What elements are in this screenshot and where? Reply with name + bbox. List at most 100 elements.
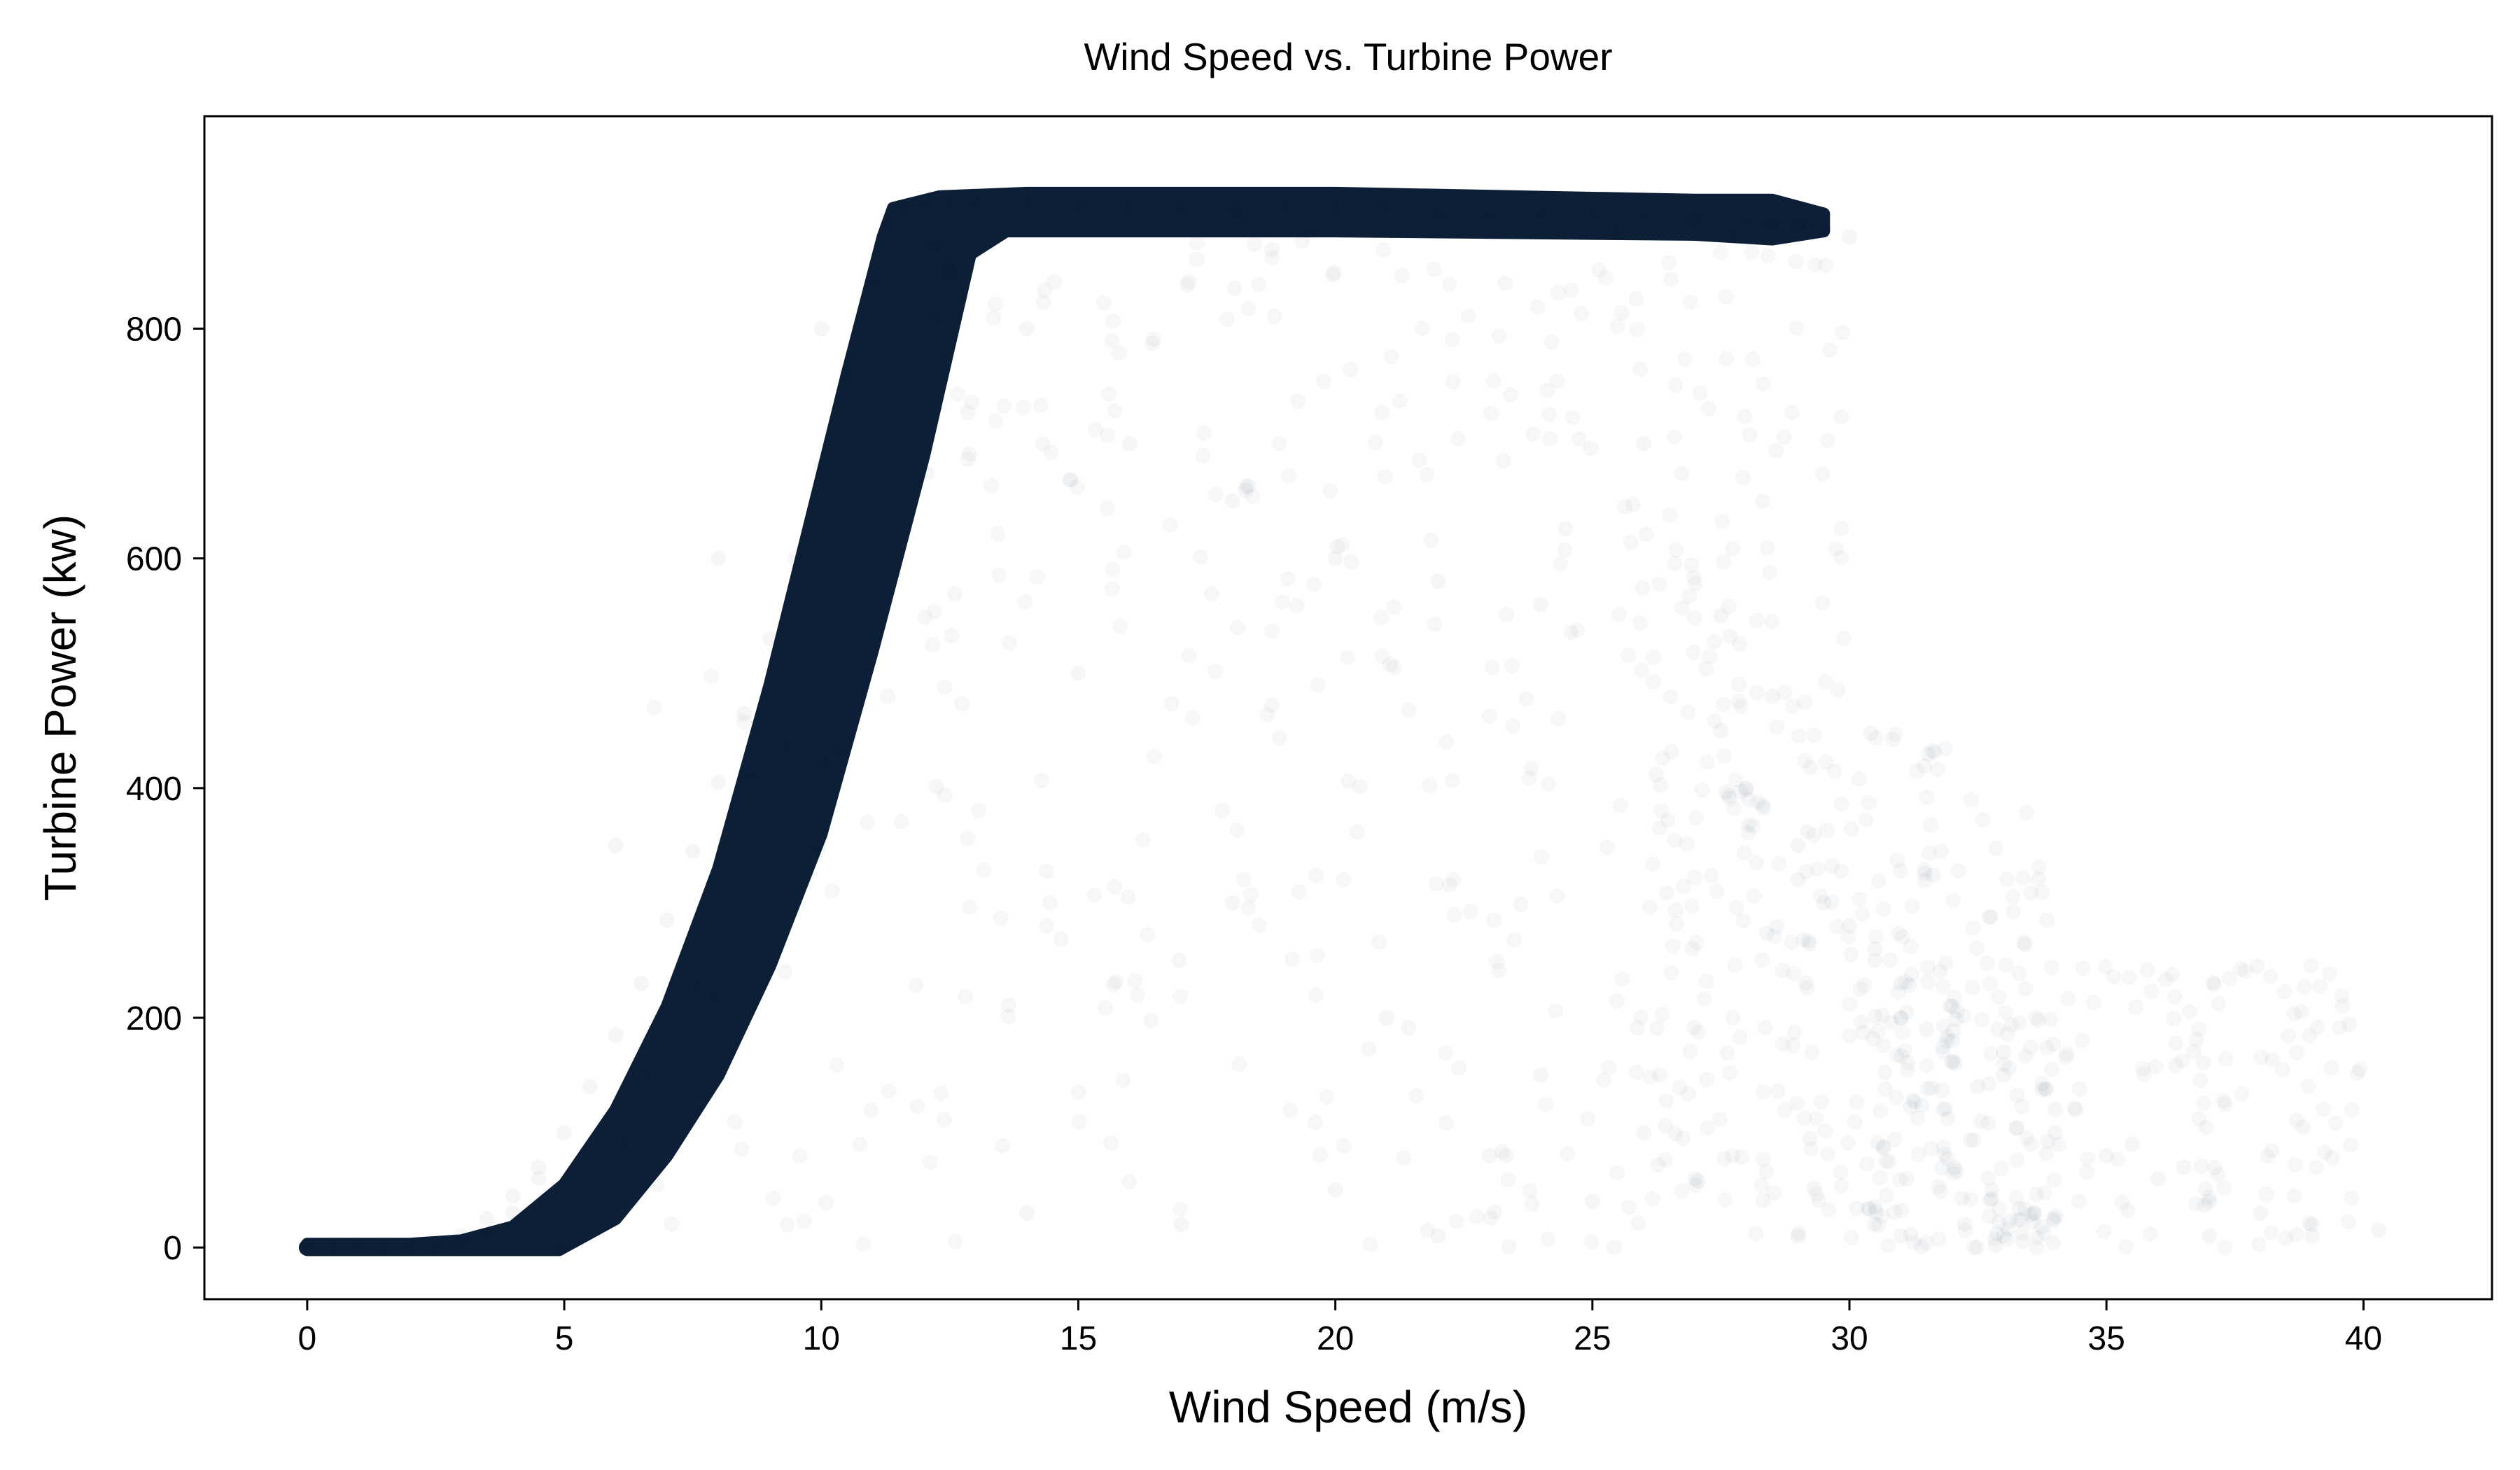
data-point xyxy=(1306,577,1322,592)
data-point xyxy=(2192,1022,2207,1037)
data-point xyxy=(1522,1183,1537,1198)
y-tick-label: 600 xyxy=(126,541,182,578)
data-point xyxy=(927,603,942,619)
data-point xyxy=(1280,571,1296,587)
data-point xyxy=(2072,1082,2087,1097)
data-point xyxy=(1795,932,1811,947)
data-point xyxy=(1917,758,1932,774)
data-point xyxy=(1636,435,1652,451)
data-point xyxy=(1919,1021,1935,1037)
data-point xyxy=(551,1240,567,1256)
data-point xyxy=(1768,443,1784,458)
data-point xyxy=(1550,285,1566,300)
data-point xyxy=(1189,235,1205,251)
data-point xyxy=(1630,322,1645,337)
data-point xyxy=(2140,962,2155,977)
data-point xyxy=(1107,403,1123,419)
data-point xyxy=(1897,1042,1912,1058)
data-point xyxy=(1732,1030,1748,1045)
data-point xyxy=(880,689,895,704)
x-tick-label: 20 xyxy=(1317,1320,1354,1357)
data-point xyxy=(1111,346,1126,361)
data-point xyxy=(1105,561,1120,577)
data-point xyxy=(1716,697,1731,713)
data-point xyxy=(1362,1041,1377,1056)
data-point xyxy=(811,841,826,857)
data-point xyxy=(1755,798,1770,813)
data-point xyxy=(1983,909,1998,925)
data-point xyxy=(1716,554,1731,570)
data-point xyxy=(766,1191,781,1206)
data-point xyxy=(2264,1225,2279,1240)
data-point xyxy=(1574,307,1589,322)
data-point xyxy=(1966,1240,1982,1255)
data-point xyxy=(1580,1111,1595,1126)
data-point xyxy=(1720,1045,1735,1060)
data-point xyxy=(1525,426,1541,442)
data-point xyxy=(778,736,793,752)
data-point xyxy=(1653,777,1668,792)
data-point xyxy=(2211,1167,2226,1182)
data-point xyxy=(1686,570,1702,585)
data-point xyxy=(2142,1226,2157,1242)
data-point xyxy=(2047,1102,2063,1118)
data-point xyxy=(1264,697,1280,713)
data-point xyxy=(1016,400,1031,415)
data-point xyxy=(634,975,650,991)
data-point xyxy=(1930,762,1945,777)
y-tick-label: 0 xyxy=(163,1230,182,1267)
data-point xyxy=(1969,940,1984,955)
data-point xyxy=(1019,321,1035,337)
data-point xyxy=(1224,200,1240,216)
data-point xyxy=(1818,258,1833,273)
data-point xyxy=(582,1079,598,1095)
data-point xyxy=(937,680,953,695)
data-point xyxy=(1189,252,1205,267)
data-point xyxy=(2075,1032,2090,1048)
data-point xyxy=(1182,274,1197,289)
data-point xyxy=(1865,1031,1881,1046)
data-point xyxy=(647,700,662,715)
data-point xyxy=(1639,527,1654,542)
data-point xyxy=(2044,960,2059,975)
data-point xyxy=(1316,374,1331,389)
data-point xyxy=(2343,1137,2358,1152)
data-point xyxy=(1645,1191,1660,1206)
data-point xyxy=(1451,1060,1466,1076)
data-point xyxy=(1672,1079,1688,1095)
data-point xyxy=(1420,467,1435,482)
data-point xyxy=(1716,748,1732,764)
data-point xyxy=(2122,970,2137,986)
data-point xyxy=(1886,1205,1902,1220)
data-point xyxy=(1072,1114,1087,1129)
data-point xyxy=(1684,557,1699,573)
data-point xyxy=(2005,889,2021,904)
data-point xyxy=(990,526,1005,542)
data-point xyxy=(2216,1180,2232,1196)
data-point xyxy=(1827,764,1842,779)
data-point xyxy=(1667,377,1683,393)
x-tick-label: 30 xyxy=(1830,1320,1868,1357)
data-point xyxy=(1609,1165,1625,1180)
data-point xyxy=(2076,960,2091,976)
data-point xyxy=(1107,879,1123,895)
data-point xyxy=(1378,469,1393,484)
data-point xyxy=(1664,744,1679,760)
data-point xyxy=(1548,1004,1563,1019)
data-point xyxy=(2166,1011,2182,1026)
data-point xyxy=(1308,1114,1323,1130)
data-point xyxy=(479,1211,495,1227)
data-point xyxy=(1294,233,1310,248)
data-point xyxy=(1224,493,1240,509)
data-point xyxy=(1830,682,1846,698)
data-point xyxy=(2198,1120,2213,1135)
data-point xyxy=(1734,1149,1749,1165)
data-point xyxy=(1371,934,1387,950)
y-tick-label: 800 xyxy=(126,312,182,349)
data-point xyxy=(1764,614,1779,629)
data-point xyxy=(941,263,958,279)
data-point xyxy=(2328,1116,2344,1131)
data-point xyxy=(818,1195,834,1210)
data-point xyxy=(2222,971,2237,986)
data-point xyxy=(1628,291,1644,307)
